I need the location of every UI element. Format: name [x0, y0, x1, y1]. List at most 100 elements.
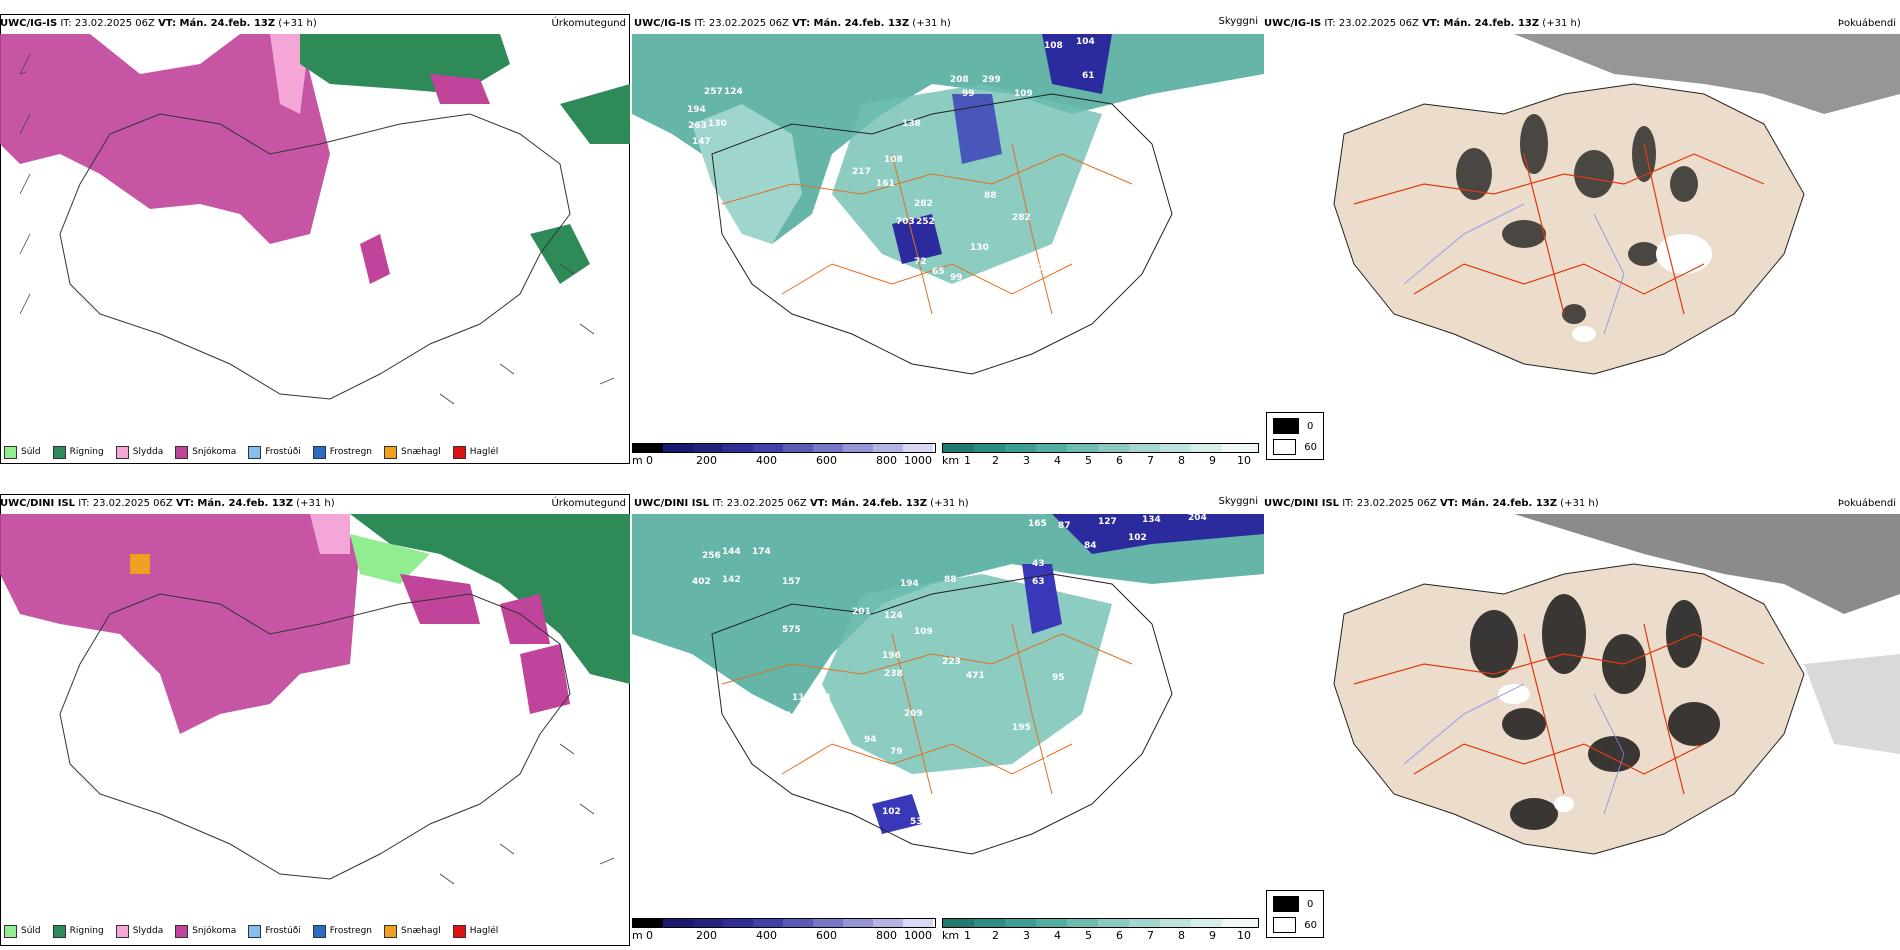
svg-text:147: 147 — [692, 137, 711, 147]
svg-text:182: 182 — [1072, 583, 1091, 593]
svg-text:87: 87 — [1058, 521, 1071, 531]
svg-text:84: 84 — [1084, 541, 1097, 551]
svg-text:167: 167 — [772, 711, 791, 721]
legend-item: Haglél — [452, 445, 498, 459]
legend-item: Frostregn — [312, 445, 372, 459]
panel-variable: Skyggni — [1218, 496, 1258, 507]
svg-text:94: 94 — [864, 735, 877, 745]
precip-type-panel-bottom: UWC/DINI ISL IT: 23.02.2025 06Z VT: Mán.… — [0, 480, 632, 950]
svg-text:72: 72 — [914, 257, 927, 267]
legend-item: Rigning — [52, 445, 104, 459]
svg-text:238: 238 — [884, 669, 903, 679]
svg-text:144: 144 — [722, 547, 741, 557]
svg-text:194: 194 — [900, 579, 919, 589]
svg-text:88: 88 — [984, 191, 997, 201]
legend-item: Snjókoma — [175, 445, 236, 459]
panel-header: UWC/IG-IS IT: 23.02.2025 06Z VT: Mán. 24… — [1264, 18, 1581, 29]
svg-text:92: 92 — [1152, 127, 1165, 137]
map-frame — [0, 14, 630, 464]
svg-text:134: 134 — [1142, 515, 1161, 525]
svg-text:402: 402 — [692, 577, 711, 587]
svg-text:217: 217 — [852, 167, 871, 177]
legend-item: Slydda — [115, 445, 163, 459]
svg-text:195: 195 — [1012, 723, 1031, 733]
svg-text:209: 209 — [904, 709, 923, 719]
svg-text:157: 157 — [782, 577, 801, 587]
svg-text:703: 703 — [896, 217, 915, 227]
svg-text:282: 282 — [914, 199, 933, 209]
fog-index-panel-bottom: UWC/DINI ISL IT: 23.02.2025 06Z VT: Mán.… — [1264, 480, 1900, 950]
panel-header: UWC/DINI ISL IT: 23.02.2025 06Z VT: Mán.… — [634, 498, 969, 509]
legend-item: Frostúði — [248, 445, 301, 459]
panel-variable: Þokuábendi — [1837, 498, 1896, 509]
svg-text:102: 102 — [1128, 533, 1147, 543]
svg-text:95: 95 — [1052, 673, 1065, 683]
precip-type-panel-top: UWC/IG-IS IT: 23.02.2025 06Z VT: Mán. 24… — [0, 0, 632, 475]
svg-text:105: 105 — [1090, 219, 1109, 229]
svg-text:165: 165 — [1028, 519, 1047, 529]
legend-item: Haglél — [452, 924, 498, 938]
svg-text:201: 201 — [852, 607, 871, 617]
precip-map — [0, 514, 630, 885]
svg-text:142: 142 — [722, 575, 741, 585]
svg-text:99: 99 — [962, 89, 975, 99]
legend-item: Snæhagl — [384, 445, 441, 459]
svg-text:102: 102 — [882, 807, 901, 817]
svg-text:161: 161 — [876, 179, 895, 189]
svg-text:65: 65 — [932, 267, 945, 277]
precip-legend: Súld Rigning Slydda Snjókoma Frostúði Fr… — [4, 443, 498, 461]
legend-item: Frostregn — [312, 924, 372, 938]
svg-text:43: 43 — [1032, 559, 1045, 569]
svg-text:494: 494 — [812, 693, 831, 703]
panel-variable: Skyggni — [1218, 16, 1258, 27]
svg-text:61: 61 — [1082, 71, 1095, 81]
svg-text:252: 252 — [916, 217, 935, 227]
svg-text:174: 174 — [752, 547, 771, 557]
visibility-colorbar: km 1 2 3 4 5 6 7 8 9 10 — [942, 443, 1259, 467]
svg-text:130: 130 — [708, 119, 727, 129]
precip-legend: Súld Rigning Slydda Snjókoma Frostúði Fr… — [4, 922, 498, 940]
svg-text:299: 299 — [982, 75, 1001, 85]
svg-text:575: 575 — [782, 625, 801, 635]
svg-text:169: 169 — [1120, 187, 1139, 197]
svg-text:204: 204 — [1188, 514, 1207, 523]
svg-text:127: 127 — [1098, 517, 1117, 527]
legend-item: Frostúði — [248, 924, 301, 938]
visibility-panel-bottom: UWC/DINI ISL IT: 23.02.2025 06Z VT: Mán.… — [632, 480, 1264, 950]
svg-text:109: 109 — [1014, 89, 1033, 99]
legend-item: Snjókoma — [175, 924, 236, 938]
svg-text:471: 471 — [966, 671, 985, 681]
visibility-colorbar: km 1 2 3 4 5 6 7 8 9 10 — [942, 918, 1259, 942]
svg-text:118: 118 — [792, 693, 811, 703]
legend-item: Slydda — [115, 924, 163, 938]
svg-text:53: 53 — [910, 817, 923, 827]
legend-item: Súld — [4, 445, 41, 459]
svg-text:88: 88 — [944, 575, 957, 585]
svg-text:138: 138 — [902, 119, 921, 129]
svg-text:109: 109 — [914, 627, 933, 637]
colorbar-ticks: km 1 2 3 4 5 6 7 8 9 10 — [942, 454, 1251, 467]
svg-text:282: 282 — [1012, 213, 1031, 223]
svg-text:128: 128 — [1038, 263, 1057, 273]
fog-map — [1333, 514, 1900, 855]
fog-legend: 0 60 — [1266, 890, 1324, 938]
svg-text:63: 63 — [1032, 577, 1045, 587]
fog-map — [1333, 34, 1900, 375]
svg-text:130: 130 — [970, 243, 989, 253]
svg-text:194: 194 — [687, 105, 706, 115]
svg-text:108: 108 — [884, 155, 903, 165]
svg-text:256: 256 — [702, 551, 721, 561]
svg-text:257: 257 — [704, 87, 723, 97]
panel-header: UWC/IG-IS IT: 23.02.2025 06Z VT: Mán. 24… — [634, 18, 951, 29]
svg-text:223: 223 — [942, 657, 961, 667]
panel-header: UWC/DINI ISL IT: 23.02.2025 06Z VT: Mán.… — [0, 498, 335, 509]
visibility-map: 165 87 127 134 204 102 84 144 174 256 402 142 15… — [632, 514, 1264, 855]
svg-text:263: 263 — [688, 121, 707, 131]
legend-item: Súld — [4, 924, 41, 938]
legend-item: Snæhagl — [384, 924, 441, 938]
svg-text:193: 193 — [1042, 755, 1061, 765]
precip-map — [0, 34, 630, 405]
colorbar-ticks: m 0 200 400 600 800 1000 — [632, 454, 932, 467]
svg-text:79: 79 — [890, 747, 903, 757]
